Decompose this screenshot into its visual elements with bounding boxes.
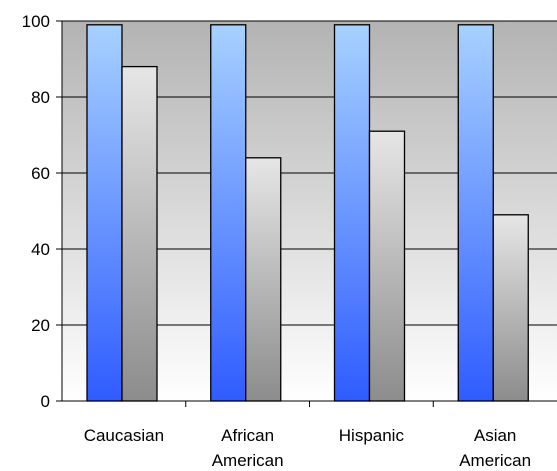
bar-series-2 xyxy=(368,130,406,402)
y-tick-label: 20 xyxy=(31,316,50,335)
y-tick-label: 0 xyxy=(41,392,50,411)
y-tick-label: 60 xyxy=(31,164,50,183)
axes xyxy=(56,20,557,407)
x-tick-label: African American xyxy=(212,426,284,470)
bar-series-1 xyxy=(86,24,123,402)
bar-series-1 xyxy=(457,24,494,402)
x-tick-labels: Caucasian African American Hispanic Asian Ame… xyxy=(84,426,531,470)
y-tick-label: 80 xyxy=(31,88,50,107)
x-tick-label: Hispanic xyxy=(339,426,405,445)
bar-series-1 xyxy=(210,24,247,402)
y-tick-label: 40 xyxy=(31,240,50,259)
bar-series-2 xyxy=(492,214,529,402)
x-tick-label: Asian American xyxy=(459,426,531,470)
x-tick-label: Caucasian xyxy=(84,426,164,445)
bar-series-2 xyxy=(121,65,158,402)
bar-series-1 xyxy=(333,24,371,402)
bars xyxy=(86,24,529,402)
y-tick-labels: 0 20 40 60 80 100 xyxy=(22,12,50,411)
y-tick-label: 100 xyxy=(22,12,50,31)
bar-series-2 xyxy=(245,157,282,402)
